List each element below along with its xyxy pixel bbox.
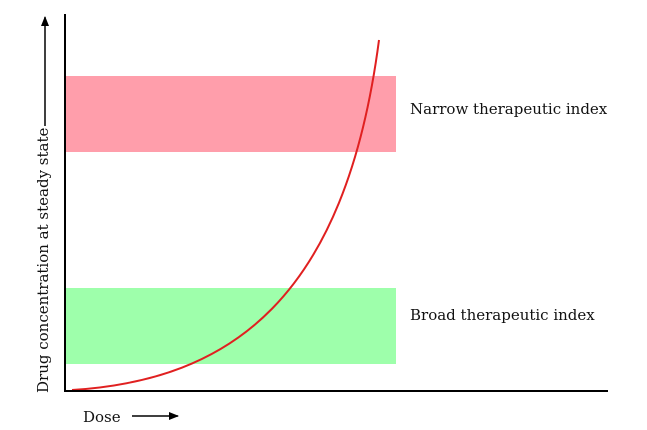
broad-therapeutic-band: [66, 288, 396, 364]
narrow-therapeutic-band: [66, 76, 396, 152]
y-axis-label: Drug concentration at steady state: [34, 127, 52, 393]
x-axis-label: Dose: [83, 408, 121, 426]
dose-concentration-curve: [71, 39, 380, 391]
broad-band-label: Broad therapeutic index: [410, 306, 595, 324]
narrow-band-label: Narrow therapeutic index: [410, 100, 608, 118]
